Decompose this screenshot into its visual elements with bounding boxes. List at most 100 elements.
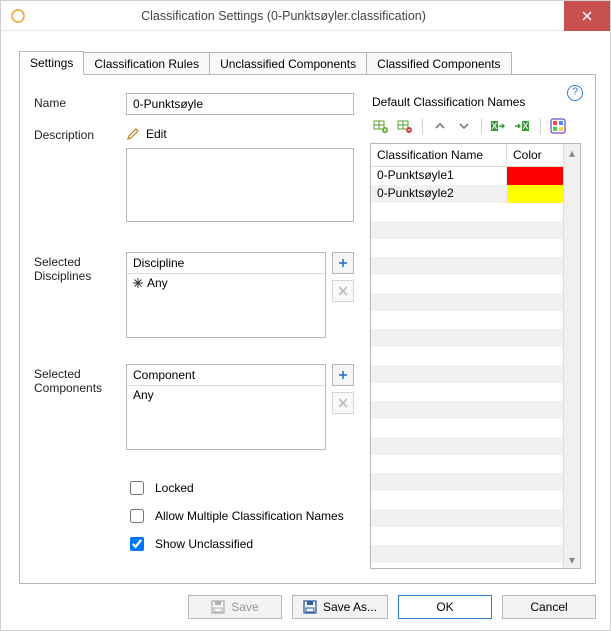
discipline-label: Any [147, 276, 168, 290]
components-row: Selected Components Component Any [34, 364, 354, 450]
chevron-down-icon [458, 120, 470, 132]
help-icon[interactable]: ? [567, 85, 583, 101]
show-unclassified-label: Show Unclassified [155, 537, 253, 551]
cell-color [507, 167, 563, 185]
edit-description-button[interactable]: Edit [126, 125, 167, 143]
table-row[interactable]: 0-Punktsøyle1 [371, 167, 563, 185]
name-label: Name [34, 93, 126, 110]
close-button[interactable] [564, 1, 610, 31]
move-up-button[interactable] [431, 117, 449, 135]
allow-multiple-checkbox[interactable] [130, 509, 144, 523]
tab-label: Settings [30, 56, 73, 70]
allow-multiple-row: Allow Multiple Classification Names [126, 506, 354, 526]
svg-text:x: x [523, 119, 529, 132]
disciplines-label: Selected Disciplines [34, 252, 126, 283]
excel-export-icon: x [515, 119, 531, 133]
edit-label: Edit [146, 127, 167, 141]
close-icon [582, 11, 592, 21]
description-label: Description [34, 125, 126, 142]
x-icon [338, 286, 348, 296]
show-unclassified-row: Show Unclassified [126, 534, 354, 554]
add-component-button[interactable] [332, 364, 354, 386]
description-row: Description Edit [34, 125, 354, 222]
save-as-label: Save As... [323, 600, 377, 614]
asterisk-icon [133, 278, 143, 288]
description-textarea[interactable] [126, 148, 354, 222]
table-remove-icon [397, 118, 413, 134]
component-side-buttons [332, 364, 354, 450]
components-listbox[interactable]: Component Any [126, 364, 326, 450]
locked-checkbox[interactable] [130, 481, 144, 495]
save-label: Save [231, 600, 258, 614]
dialog-footer: Save Save As... OK Cancel [1, 584, 610, 630]
add-discipline-button[interactable] [332, 252, 354, 274]
toolbar-separator [422, 118, 423, 134]
discipline-row[interactable]: Any [127, 274, 325, 292]
locked-label: Locked [155, 481, 194, 495]
tab-classified-components[interactable]: Classified Components [366, 52, 511, 75]
discipline-side-buttons [332, 252, 354, 338]
tab-unclassified-components[interactable]: Unclassified Components [209, 52, 367, 75]
ok-button[interactable]: OK [398, 595, 492, 619]
tab-classification-rules[interactable]: Classification Rules [83, 52, 210, 75]
disciplines-listbox[interactable]: Discipline Any [126, 252, 326, 338]
table-add-icon [373, 118, 389, 134]
tab-label: Classification Rules [94, 57, 199, 71]
th-color[interactable]: Color [507, 144, 563, 166]
ok-label: OK [436, 600, 453, 614]
th-classification-name[interactable]: Classification Name [371, 144, 507, 166]
classification-table: Classification Name Color 0-Punktsøyle1 … [370, 143, 581, 569]
remove-component-button[interactable] [332, 392, 354, 414]
panel-columns: Name Description Edit Sel [34, 93, 581, 569]
remove-discipline-button[interactable] [332, 280, 354, 302]
color-palette-button[interactable] [549, 117, 567, 135]
disciplines-row: Selected Disciplines Discipline Any [34, 252, 354, 338]
components-label: Selected Components [34, 364, 126, 395]
toolbar-separator [540, 118, 541, 134]
titlebar: Classification Settings (0-Punktsøyler.c… [1, 1, 610, 31]
tab-strip: Settings Classification Rules Unclassifi… [19, 51, 610, 74]
cell-color [507, 185, 563, 203]
remove-classification-button[interactable] [396, 117, 414, 135]
component-label: Any [133, 388, 154, 402]
left-column: Name Description Edit Sel [34, 93, 354, 569]
pencil-icon [126, 127, 140, 141]
table-row[interactable]: 0-Punktsøyle2 [371, 185, 563, 203]
svg-text:x: x [492, 119, 498, 132]
cancel-label: Cancel [530, 600, 567, 614]
palette-icon [550, 118, 566, 134]
default-names-label: Default Classification Names [370, 93, 581, 115]
name-input[interactable] [126, 93, 354, 115]
cancel-button[interactable]: Cancel [502, 595, 596, 619]
vertical-scrollbar[interactable]: ▴ ▾ [563, 144, 580, 568]
floppy-icon [211, 600, 225, 614]
save-as-button[interactable]: Save As... [292, 595, 388, 619]
excel-import-icon: x [491, 119, 507, 133]
save-button[interactable]: Save [188, 595, 282, 619]
cell-name: 0-Punktsøyle2 [371, 185, 507, 203]
component-row[interactable]: Any [127, 386, 325, 404]
window-title: Classification Settings (0-Punktsøyler.c… [3, 9, 564, 23]
cell-name: 0-Punktsøyle1 [371, 167, 507, 185]
move-down-button[interactable] [455, 117, 473, 135]
plus-icon [338, 258, 348, 268]
name-row: Name [34, 93, 354, 115]
classification-toolbar: x x [370, 115, 581, 143]
export-excel-button[interactable]: x [514, 117, 532, 135]
x-icon [338, 398, 348, 408]
settings-panel: ? Name Description Edit [19, 74, 596, 584]
table-body: 0-Punktsøyle1 0-Punktsøyle2 [371, 167, 563, 203]
components-header: Component [127, 365, 325, 386]
add-classification-button[interactable] [372, 117, 390, 135]
allow-multiple-label: Allow Multiple Classification Names [155, 509, 344, 523]
tab-label: Classified Components [377, 57, 500, 71]
chevron-up-icon [434, 120, 446, 132]
import-excel-button[interactable]: x [490, 117, 508, 135]
tab-settings[interactable]: Settings [19, 51, 84, 75]
tab-label: Unclassified Components [220, 57, 356, 71]
show-unclassified-checkbox[interactable] [130, 537, 144, 551]
toolbar-separator [481, 118, 482, 134]
disciplines-header: Discipline [127, 253, 325, 274]
table-empty-stripes [371, 203, 563, 568]
locked-row: Locked [126, 478, 354, 498]
